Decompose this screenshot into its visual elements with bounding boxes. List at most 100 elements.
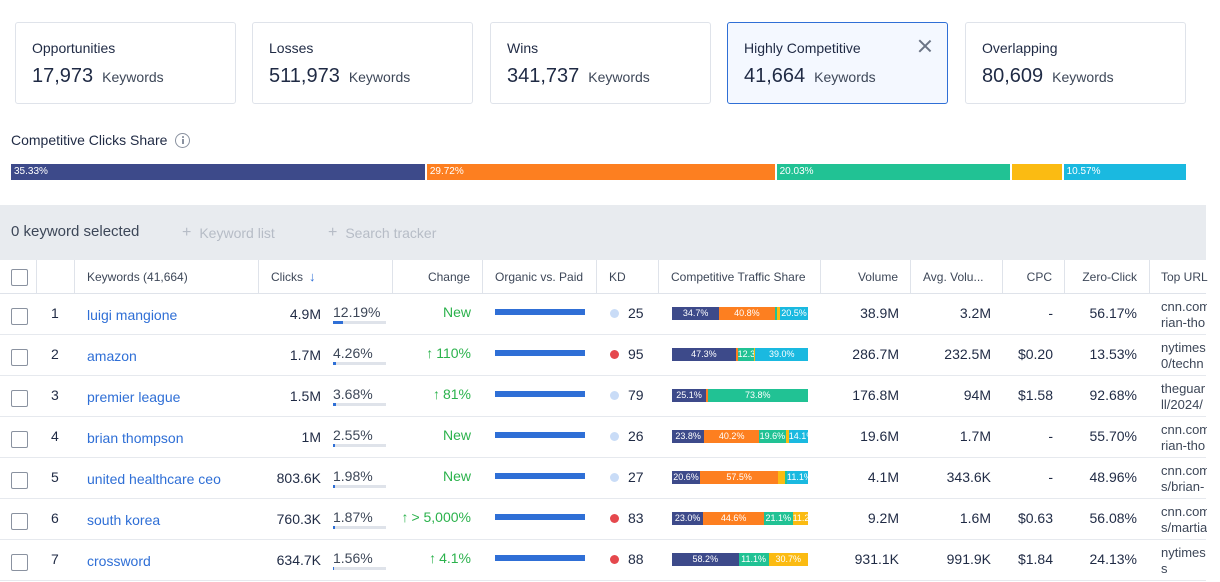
clicks-percent-fill (333, 526, 335, 529)
top-url-line2[interactable]: s (1161, 561, 1168, 576)
clicks-percent-fill (333, 485, 335, 488)
keyword-link[interactable]: crossword (87, 553, 151, 569)
zero-click-value: 92.68% (1089, 387, 1137, 403)
top-url-line1[interactable]: theguar (1161, 381, 1206, 396)
clicks-percent: 1.98% (333, 468, 373, 484)
table-row[interactable]: 6 south korea 760.3K 1.87% ↑ > 5,000% 83 23.0% 4… (0, 499, 1207, 540)
clicks-percent-fill (333, 403, 337, 406)
selection-toolbar: 0 keyword selected + Keyword list + Search… (0, 205, 1206, 260)
top-url-line2[interactable]: s/brian- (1161, 479, 1205, 494)
traffic-share-segment: 58.2% (672, 553, 739, 566)
table-row[interactable]: 2 amazon 1.7M 4.26% ↑110% 95 47.3%12.3%39.0% 28… (0, 335, 1206, 376)
header-clicks[interactable]: Clicks ↓ (271, 260, 316, 294)
row-checkbox[interactable] (11, 431, 28, 448)
cpc-value: $0.63 (1017, 510, 1053, 526)
avg-volume-value: 991.9K (946, 551, 991, 567)
clicks-share-segment[interactable] (1012, 164, 1062, 180)
top-url-line2[interactable]: ll/2024/ (1161, 397, 1203, 412)
cpc-value: - (1048, 469, 1053, 485)
table-row[interactable]: 3 premier league 1.5M 3.68% ↑ 81% 79 25.1% 73.8%… (0, 376, 1206, 417)
clicks-share-segment[interactable]: 10.57% (1063, 164, 1186, 180)
top-url-line1[interactable]: cnn.com (1161, 504, 1207, 519)
row-checkbox[interactable] (11, 349, 28, 366)
table-row[interactable]: 5 united healthcare ceo 803.6K 1.98% New 27 20… (0, 458, 1207, 499)
header-cpc[interactable]: CPC (1026, 270, 1052, 284)
sort-down-icon[interactable]: ↓ (309, 269, 316, 284)
clicks-value: 1.7M (289, 347, 321, 363)
row-checkbox[interactable] (11, 390, 28, 407)
table-row[interactable]: 1 luigi mangione 4.9M 12.19% New 25 34.7% 40.8%… (0, 294, 1207, 335)
keyword-link[interactable]: luigi mangione (87, 307, 178, 323)
header-competitive-traffic-share[interactable]: Competitive Traffic Share (671, 270, 806, 284)
arrow-up-icon: ↑ (432, 386, 440, 402)
top-url-line1[interactable]: cnn.com (1161, 422, 1207, 437)
header-change[interactable]: Change (427, 270, 470, 284)
table-row[interactable]: 4 brian thompson 1M 2.55% New 26 23.8% 40.2% 19.… (0, 417, 1207, 458)
search-tracker-button[interactable]: + Search tracker (328, 224, 436, 242)
cpc-value: $1.84 (1017, 551, 1053, 567)
clicks-share-segment[interactable]: 20.03% (776, 164, 1011, 180)
kd-value: 25 (628, 305, 644, 321)
row-checkbox[interactable] (11, 472, 28, 489)
traffic-share-segment: 73.8% (707, 389, 808, 402)
top-url-line1[interactable]: cnn.com (1161, 463, 1207, 478)
close-icon[interactable] (918, 39, 932, 53)
change-text: 110% (436, 345, 471, 361)
row-checkbox[interactable] (11, 308, 28, 325)
clicks-share-label: Competitive Clicks Share (11, 132, 168, 148)
keyword-list-button[interactable]: + Keyword list (182, 224, 275, 242)
card-value: 80,609 (982, 65, 1044, 87)
kd-dot (610, 514, 619, 523)
card-value: 41,664 (744, 65, 806, 87)
change-value: New (442, 304, 471, 320)
top-url-line2[interactable]: s/martia (1161, 520, 1207, 535)
top-url-line2[interactable]: 0/techn (1161, 356, 1204, 371)
top-url-line1[interactable]: nytimes (1161, 340, 1206, 355)
keyword-link[interactable]: amazon (87, 348, 137, 364)
header-keywords[interactable]: Keywords (41,664) (87, 270, 188, 284)
kd-dot (610, 391, 619, 400)
row-number: 2 (51, 346, 59, 362)
card-title: Wins (507, 40, 539, 56)
select-all-checkbox[interactable] (11, 269, 28, 286)
cpc-value: - (1048, 428, 1053, 444)
header-zero-click[interactable]: Zero-Click (1082, 270, 1137, 284)
clicks-percent-fill (333, 321, 343, 324)
arrow-up-icon: ↑ (426, 345, 434, 361)
header-kd[interactable]: KD (609, 270, 626, 284)
avg-volume-value: 1.7M (959, 428, 991, 444)
top-url-line1[interactable]: nytimes (1161, 545, 1206, 560)
clicks-percent-bar (333, 567, 386, 570)
keyword-link[interactable]: south korea (87, 512, 161, 528)
info-icon[interactable] (175, 132, 191, 148)
clicks-percent-bar (333, 362, 386, 365)
header-volume[interactable]: Volume (857, 270, 898, 284)
row-number: 4 (51, 428, 59, 444)
card-wins[interactable]: Wins 341,737 Keywords (490, 22, 711, 104)
top-url-line2[interactable]: rian-tho (1161, 438, 1206, 453)
card-overlapping[interactable]: Overlapping 80,609 Keywords (965, 22, 1186, 104)
row-checkbox[interactable] (11, 513, 28, 530)
header-organic-paid[interactable]: Organic vs. Paid (495, 270, 584, 284)
card-opportunities[interactable]: Opportunities 17,973 Keywords (15, 22, 236, 104)
clicks-share-segment[interactable]: 29.72% (426, 164, 775, 180)
clicks-share-segment[interactable]: 35.33% (11, 164, 425, 180)
row-checkbox[interactable] (11, 554, 28, 571)
keyword-link[interactable]: united healthcare ceo (87, 471, 221, 487)
keyword-link[interactable]: premier league (87, 389, 181, 405)
competitive-traffic-share-bar: 58.2% 11.1% 30.7% (672, 553, 808, 566)
top-url-line2[interactable]: rian-tho (1161, 315, 1206, 330)
organic-paid-bar (495, 432, 585, 438)
card-highly-competitive[interactable]: Highly Competitive 41,664 Keywords (727, 22, 948, 104)
kd-dot (610, 473, 619, 482)
header-top-url[interactable]: Top URL (1161, 270, 1208, 284)
organic-paid-bar (495, 391, 585, 397)
clicks-value: 760.3K (276, 511, 321, 527)
keyword-link[interactable]: brian thompson (87, 430, 184, 446)
row-number: 3 (51, 387, 59, 403)
header-avg-volume[interactable]: Avg. Volu... (923, 270, 984, 284)
table-row[interactable]: 7 crossword 634.7K 1.56% ↑ 4.1% 88 58.2% 11.1% 30… (0, 540, 1206, 581)
top-url-line1[interactable]: cnn.com (1161, 299, 1207, 314)
traffic-share-segment: 34.7% (672, 307, 720, 320)
card-losses[interactable]: Losses 511,973 Keywords (252, 22, 473, 104)
